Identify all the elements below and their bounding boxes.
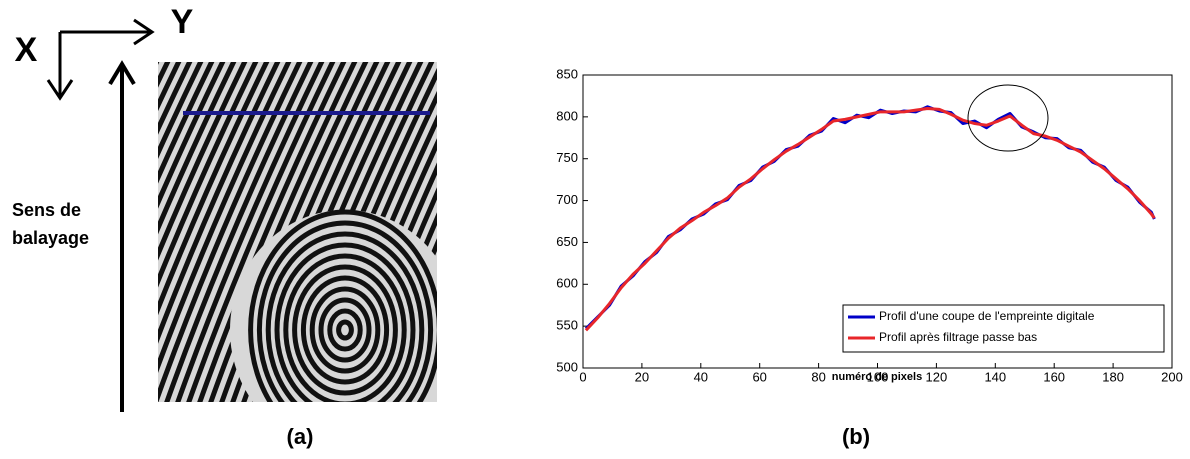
y-tick-label: 550 [556, 318, 578, 333]
x-axis-label: numéro de pixels [832, 371, 922, 383]
xy-arrows [46, 18, 155, 101]
ridge [256, 220, 434, 402]
x-tick-label: 160 [1043, 369, 1065, 384]
y-axis-letter: Y [171, 3, 194, 41]
ridge [158, 62, 204, 159]
y-tick-label: 600 [556, 276, 578, 291]
ridge [158, 62, 292, 374]
ridge [175, 62, 325, 402]
ridge [164, 62, 314, 402]
ridge [292, 264, 398, 396]
ridge [158, 62, 259, 288]
ridge [158, 62, 193, 135]
y-tick-label: 750 [556, 150, 578, 165]
x-tick-label: 80 [811, 369, 825, 384]
legend-label: Profil d'une coupe de l'empreinte digita… [879, 309, 1095, 323]
panel-caption: (b) [842, 424, 870, 449]
ridge [309, 286, 381, 374]
y-tick-label: 500 [556, 359, 578, 374]
x-tick-label: 0 [579, 369, 586, 384]
ridge [197, 62, 347, 402]
ridge [158, 62, 270, 316]
ridge [417, 348, 437, 402]
x-tick-label: 180 [1102, 369, 1124, 384]
ridge [158, 62, 303, 402]
ridge [336, 319, 354, 341]
y-tick-label: 650 [556, 234, 578, 249]
ridge [283, 253, 407, 402]
ridge [318, 297, 372, 363]
scan-direction-label: Sens de balayage [12, 200, 90, 248]
y-tick-label: 850 [556, 66, 578, 81]
ridge [248, 209, 437, 402]
x-tick-label: 200 [1161, 369, 1183, 384]
legend-box [842, 304, 1165, 353]
ridge [300, 275, 390, 385]
y-tick-label: 800 [556, 108, 578, 123]
y-tick-label: 700 [556, 192, 578, 207]
ridge [158, 62, 215, 184]
x-axis-letter: X [15, 31, 38, 69]
annotation-circle [967, 84, 1049, 152]
ridge [274, 242, 416, 402]
ridge [158, 62, 248, 261]
ridge [186, 62, 336, 402]
series-line [584, 106, 1156, 332]
ridge [265, 231, 425, 402]
ridge [158, 62, 281, 344]
legend-label: Profil après filtrage passe bas [879, 330, 1037, 344]
ridge [327, 308, 363, 352]
panel-caption: (a) [287, 424, 314, 449]
ridge [158, 62, 237, 235]
x-tick-label: 60 [752, 369, 766, 384]
scan-arrow [108, 60, 136, 412]
x-tick-label: 100 [867, 369, 889, 384]
ridge [158, 62, 182, 112]
fingerprint-image [158, 62, 437, 402]
ridge [158, 62, 226, 209]
x-tick-label: 40 [694, 369, 708, 384]
x-tick-label: 20 [635, 369, 649, 384]
x-tick-label: 140 [984, 369, 1006, 384]
x-tick-label: 120 [926, 369, 948, 384]
